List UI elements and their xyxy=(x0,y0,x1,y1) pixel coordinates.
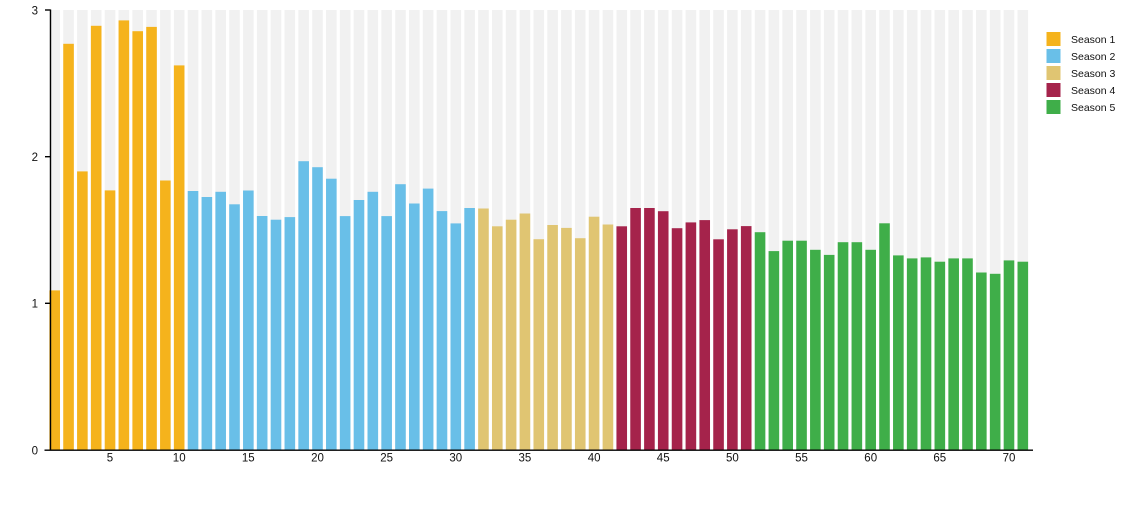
svg-text:Season 4: Season 4 xyxy=(1071,85,1116,97)
svg-text:Season 2: Season 2 xyxy=(1071,51,1116,63)
svg-text:55: 55 xyxy=(795,453,808,465)
svg-text:50: 50 xyxy=(726,453,739,465)
svg-text:20: 20 xyxy=(311,453,324,465)
svg-text:Season 5: Season 5 xyxy=(1071,102,1116,114)
svg-text:45: 45 xyxy=(657,453,670,465)
svg-text:1: 1 xyxy=(32,299,38,311)
svg-text:10: 10 xyxy=(173,453,186,465)
svg-text:40: 40 xyxy=(588,453,601,465)
svg-text:30: 30 xyxy=(449,453,462,465)
svg-text:70: 70 xyxy=(1003,453,1016,465)
svg-text:Season 3: Season 3 xyxy=(1071,68,1116,80)
svg-text:25: 25 xyxy=(380,453,393,465)
svg-text:2: 2 xyxy=(32,152,38,164)
svg-text:3: 3 xyxy=(32,5,38,17)
svg-text:15: 15 xyxy=(242,453,255,465)
svg-text:5: 5 xyxy=(107,453,113,465)
svg-text:65: 65 xyxy=(933,453,946,465)
svg-text:35: 35 xyxy=(519,453,532,465)
svg-text:0: 0 xyxy=(32,445,38,457)
svg-text:Season 1: Season 1 xyxy=(1071,34,1116,46)
svg-text:60: 60 xyxy=(864,453,877,465)
